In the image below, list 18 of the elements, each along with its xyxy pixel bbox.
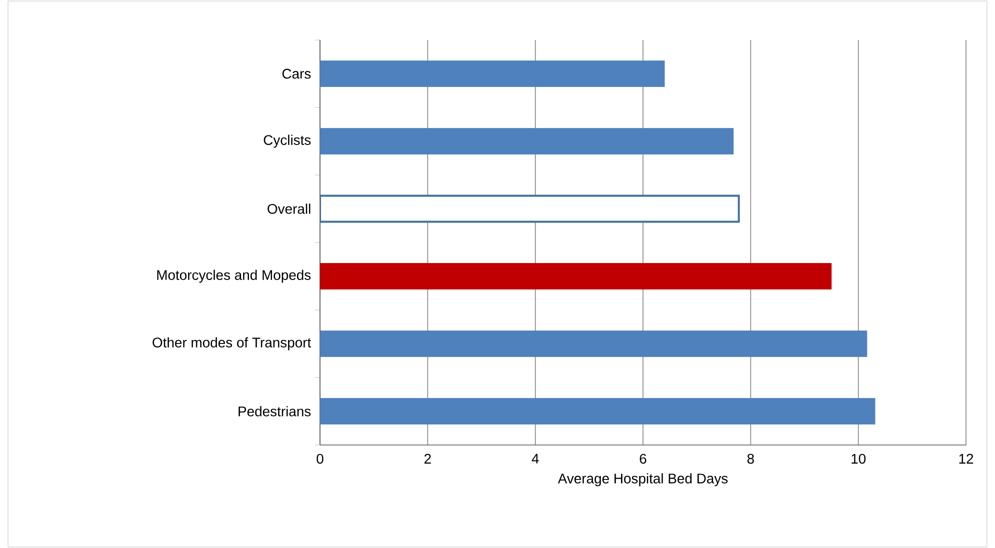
bar	[320, 128, 734, 154]
x-tick-label: 8	[747, 454, 754, 464]
x-tick-label: 0	[316, 454, 324, 464]
x-tick-label: 6	[640, 454, 646, 464]
x-tick-label: 4	[532, 454, 539, 464]
x-tick-label: 2	[424, 454, 431, 464]
y-tick-label: Motorcycles and Mopeds	[157, 270, 311, 283]
bar	[320, 398, 876, 424]
x-tick-label: 12	[959, 454, 974, 464]
x-axis-title: Average Hospital Bed Days	[558, 473, 728, 486]
bar	[320, 263, 832, 290]
y-tick-label: Cyclists	[264, 134, 311, 148]
y-tick-label: Cars	[282, 68, 311, 79]
y-tick-label: Other modes of Transport	[152, 337, 312, 350]
bar	[320, 60, 665, 87]
y-tick-label: Pedestrians	[238, 406, 311, 416]
y-tick-label: Overall	[268, 204, 310, 214]
x-tick-label: 10	[852, 454, 866, 464]
